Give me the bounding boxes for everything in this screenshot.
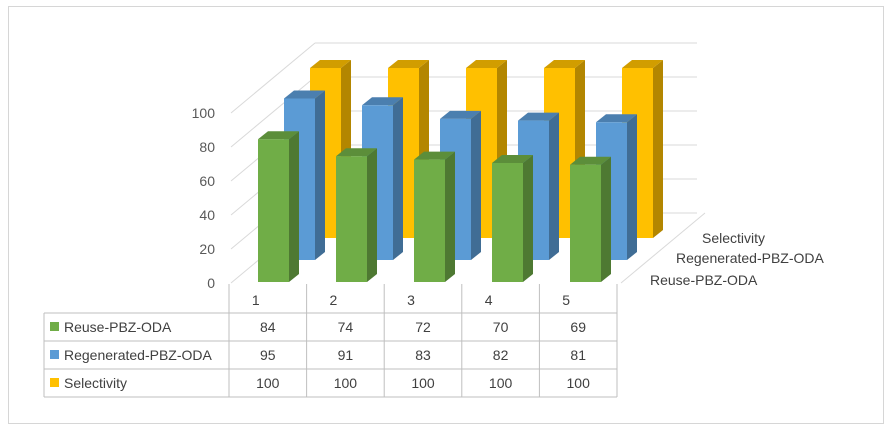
bar-top <box>596 114 637 123</box>
bar-top <box>284 90 325 99</box>
y-tick-label: 40 <box>199 207 215 223</box>
bar-top <box>414 151 455 160</box>
data-value: 91 <box>338 347 354 363</box>
legend-label: Reuse-PBZ-ODA <box>64 319 172 335</box>
bar-side <box>523 155 533 282</box>
y-tick-label: 100 <box>192 105 216 121</box>
bar-side <box>445 151 455 282</box>
data-value: 70 <box>493 319 509 335</box>
y-tick-label: 60 <box>199 173 215 189</box>
bar-top <box>440 110 481 119</box>
legend-key <box>50 350 59 359</box>
legend-label: Regenerated-PBZ-ODA <box>64 347 213 363</box>
bar-side <box>471 110 481 261</box>
bar-top <box>336 148 377 157</box>
bar <box>336 156 367 282</box>
data-value: 100 <box>567 375 591 391</box>
bar-side <box>315 90 325 260</box>
bar-top <box>388 60 429 68</box>
bar <box>492 163 523 282</box>
gridline-side <box>230 42 316 114</box>
data-value: 84 <box>260 319 276 335</box>
floor-edge <box>620 212 706 284</box>
legend-key <box>50 378 59 387</box>
bar-side <box>549 112 559 260</box>
bar-side <box>393 97 403 260</box>
bar <box>258 139 289 282</box>
category-label: 4 <box>485 292 493 308</box>
data-value: 100 <box>411 375 435 391</box>
bar <box>570 164 601 282</box>
series-axis-label: Selectivity <box>702 230 765 246</box>
bar-top <box>258 131 299 140</box>
data-value: 81 <box>570 347 586 363</box>
bar-side <box>627 114 637 260</box>
gridline-side <box>230 76 316 148</box>
series-axis-label: Regenerated-PBZ-ODA <box>676 250 825 266</box>
data-value: 95 <box>260 347 276 363</box>
bar-top <box>544 60 585 68</box>
data-value: 100 <box>489 375 513 391</box>
data-value: 69 <box>570 319 586 335</box>
bar-top <box>492 155 533 163</box>
data-value: 82 <box>493 347 509 363</box>
bars <box>258 60 663 282</box>
bar-top <box>362 97 403 106</box>
data-value: 74 <box>338 319 354 335</box>
bar-top <box>310 60 351 68</box>
bar-top <box>570 156 611 165</box>
bar-side <box>367 148 377 282</box>
series-axis-label: Reuse-PBZ-ODA <box>650 272 758 288</box>
y-axis-ticks: 0 20 40 60 80 100 <box>192 105 216 291</box>
data-table: 1 2 3 4 5 Reuse-PBZ-ODA 84 74 72 70 69 Regenerated-… <box>43 284 618 398</box>
bar <box>414 159 445 282</box>
category-label: 1 <box>252 292 260 308</box>
bar-top <box>466 60 507 68</box>
bar-top <box>518 112 559 121</box>
data-value: 83 <box>415 347 431 363</box>
depth-axis-labels: Reuse-PBZ-ODA Regenerated-PBZ-ODA Selectiv… <box>650 230 825 288</box>
data-value: 100 <box>334 375 358 391</box>
bar-side <box>289 131 299 282</box>
legend-label: Selectivity <box>64 375 127 391</box>
legend-key <box>50 322 59 331</box>
bar-side <box>653 60 663 238</box>
bar-side <box>601 156 611 282</box>
y-tick-label: 0 <box>207 275 215 291</box>
category-label: 5 <box>562 292 570 308</box>
category-label: 2 <box>330 292 338 308</box>
data-value: 72 <box>415 319 431 335</box>
data-value: 100 <box>256 375 280 391</box>
bar-top <box>622 60 663 68</box>
category-label: 3 <box>407 292 415 308</box>
y-tick-label: 80 <box>199 139 215 155</box>
y-tick-label: 20 <box>199 241 215 257</box>
